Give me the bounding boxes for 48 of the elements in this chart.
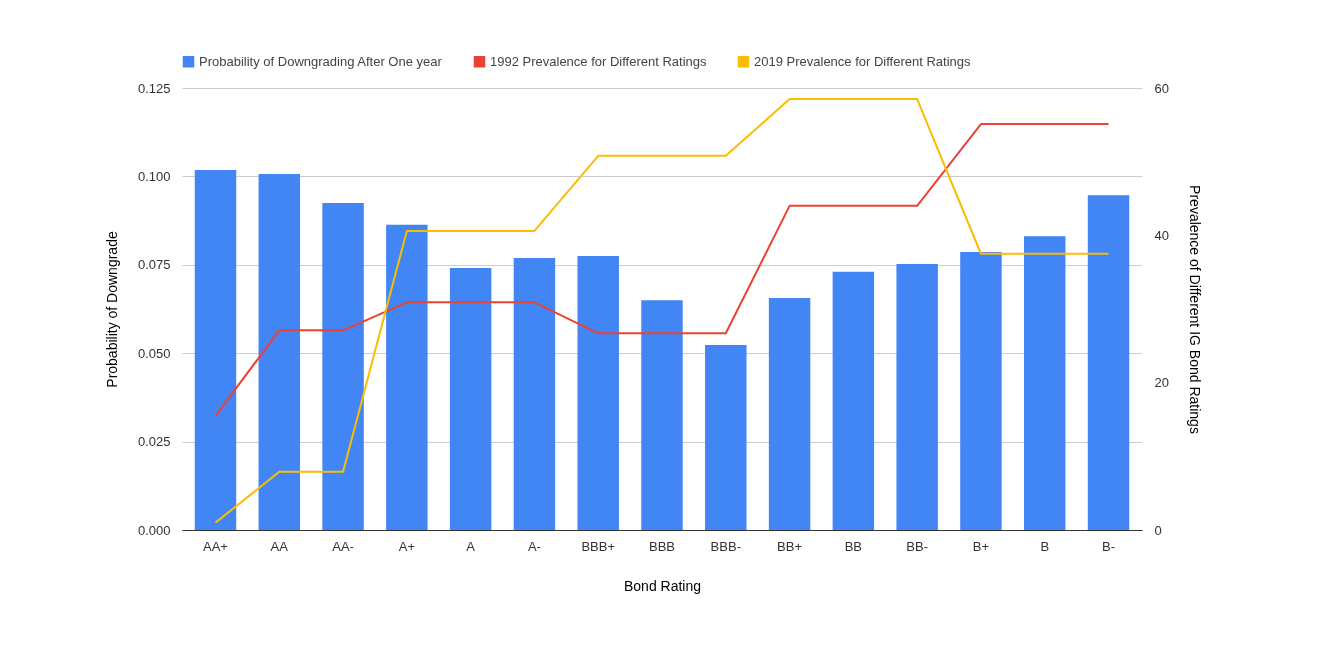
bar: [896, 264, 938, 530]
bar: [194, 170, 237, 530]
x-axis-title: Bond Rating: [623, 577, 702, 594]
bar: [832, 271, 875, 530]
y2-tick-label: 20: [1154, 375, 1169, 391]
bar: [1023, 236, 1066, 530]
y2-tick-label: 60: [1154, 80, 1169, 96]
y2-tick-label: 0: [1154, 522, 1162, 538]
y-tick-label: 0.075: [137, 257, 171, 273]
y-tick-label: 0.125: [137, 80, 171, 96]
x-tick-label: BB+: [777, 538, 803, 554]
bar: [768, 298, 811, 530]
y2-tick-label: 40: [1154, 227, 1169, 243]
legend-label: 1992 Prevalence for Different Ratings: [490, 53, 708, 69]
bar: [449, 267, 492, 530]
line-series: [214, 123, 1110, 417]
legend-label: Probability of Downgrading After One year: [199, 53, 443, 69]
x-tick-label: B+: [972, 538, 990, 554]
x-tick-label: AA+: [203, 538, 228, 554]
x-tick-label: A: [466, 538, 476, 554]
x-tick-label: B: [1040, 538, 1050, 554]
x-tick-label: A-: [527, 538, 541, 554]
x-tick-label: B-: [1102, 538, 1116, 554]
y2-axis-title: Prevalence of Different IG Bond Ratings: [1186, 185, 1203, 434]
y-tick-label: 0.025: [137, 434, 171, 450]
line-series: [214, 98, 1110, 524]
x-tick-label: A+: [398, 538, 415, 554]
bar: [322, 202, 364, 530]
y-tick-label: 0.000: [137, 522, 171, 538]
x-tick-label: AA-: [332, 538, 354, 554]
bar: [513, 258, 556, 530]
bar: [705, 345, 747, 530]
bar: [258, 173, 301, 530]
bar: [577, 255, 619, 530]
x-tick-label: BBB+: [581, 538, 616, 554]
bar: [1087, 195, 1130, 530]
y-axis-title: Probability of Downgrade: [103, 231, 120, 388]
x-tick-label: BBB: [648, 538, 676, 554]
bar: [386, 224, 428, 530]
y-tick-label: 0.100: [137, 168, 171, 184]
x-tick-label: AA: [270, 538, 289, 554]
y-tick-label: 0.050: [137, 345, 171, 361]
bar: [960, 252, 1002, 530]
x-tick-label: BB: [844, 538, 863, 554]
x-tick-label: BB-: [906, 538, 928, 554]
legend-label: 2019 Prevalence for Different Ratings: [754, 53, 972, 69]
bar: [641, 300, 683, 530]
x-tick-label: BBB-: [710, 538, 741, 554]
